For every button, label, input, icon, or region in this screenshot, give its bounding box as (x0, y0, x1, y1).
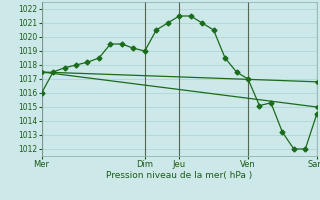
X-axis label: Pression niveau de la mer( hPa ): Pression niveau de la mer( hPa ) (106, 171, 252, 180)
